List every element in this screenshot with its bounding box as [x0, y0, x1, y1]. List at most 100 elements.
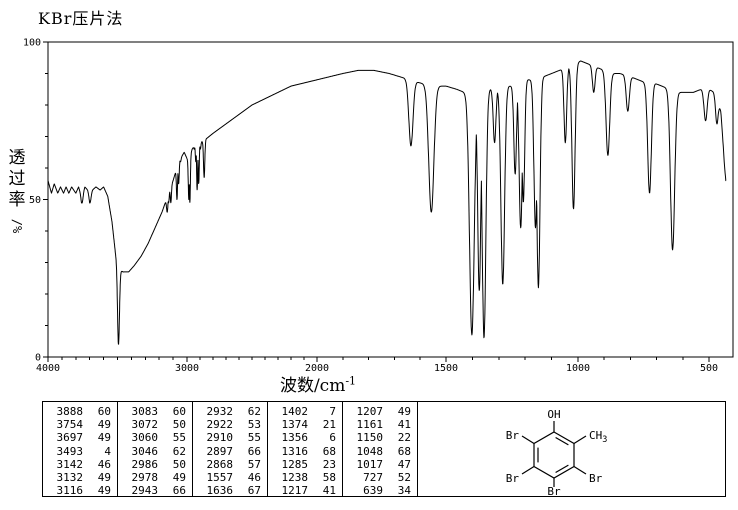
peak-wavenumber: 3142: [56, 457, 84, 471]
peak-transmittance: 62: [247, 405, 261, 418]
peak-wavenumber: 1217: [281, 484, 309, 498]
peak-wavenumber: 1161: [356, 418, 384, 432]
peak-transmittance: 6: [329, 431, 336, 445]
peak-row: 1217 41: [274, 484, 337, 498]
bromo-label-2: Br: [506, 472, 520, 485]
peak-transmittance: 58: [322, 471, 336, 485]
peak-row: 3142 46: [49, 457, 112, 471]
hydroxyl-label: OH: [547, 408, 560, 421]
peak-row: 3083 60: [124, 405, 187, 418]
peak-wavenumber: 1048: [356, 444, 384, 458]
peak-transmittance: 49: [97, 431, 111, 445]
peak-row: 1238 58: [274, 471, 337, 485]
peak-transmittance: 46: [97, 457, 111, 471]
peak-row: 3046 62: [124, 444, 187, 458]
peak-wavenumber: 1238: [281, 471, 309, 485]
y-tick-label: 50: [29, 195, 41, 206]
peak-row: 2897 66: [199, 444, 262, 458]
peak-row: 2910 55: [199, 431, 262, 444]
double-bond: [555, 464, 569, 474]
peak-row: 2978 49: [124, 471, 187, 485]
peak-wavenumber: 2943: [131, 484, 159, 498]
peak-row: 3888 60: [49, 405, 112, 418]
peak-transmittance: 50: [172, 418, 186, 432]
peak-row: 3060 55: [124, 431, 187, 444]
peak-transmittance: 49: [172, 471, 186, 485]
double-bond: [555, 436, 569, 446]
peak-row: 2943 66: [124, 484, 187, 498]
peak-row: 3132 49: [49, 471, 112, 485]
peak-row: 3754 49: [49, 418, 112, 431]
peak-transmittance: 68: [397, 444, 411, 458]
peak-row: 1557 46: [199, 471, 262, 485]
peak-wavenumber: 1374: [281, 418, 309, 432]
peak-transmittance: 23: [322, 457, 336, 471]
peak-wavenumber: 1636: [206, 484, 234, 498]
peak-transmittance: 52: [397, 471, 411, 485]
peak-transmittance: 57: [247, 457, 261, 471]
chart-title: KBr压片法: [38, 9, 124, 28]
peak-transmittance: 50: [172, 457, 186, 471]
peak-wavenumber: 2986: [131, 457, 159, 471]
y-tick-label: 0: [35, 353, 41, 364]
x-axis-title-text: 波数/cm: [279, 376, 346, 396]
peak-row: 639 34: [349, 484, 411, 497]
peak-row: 3072 50: [124, 418, 187, 432]
peak-transmittance: 60: [172, 405, 186, 418]
peak-row: 1285 23: [274, 457, 337, 471]
peak-row: 3493 4: [49, 444, 112, 458]
bond-methyl: [573, 435, 587, 445]
bond-bromo-2: [521, 465, 535, 475]
peak-wavenumber: 1150: [356, 431, 384, 445]
peak-wavenumber: 1285: [281, 457, 309, 471]
peak-row: 2868 57: [199, 457, 262, 471]
bond-bromo-1: [521, 435, 535, 445]
bromo-label-4: Br: [589, 472, 603, 485]
peak-transmittance: 49: [397, 405, 411, 418]
x-tick-label: 2000: [305, 363, 329, 374]
peak-wavenumber: 2932: [206, 405, 234, 418]
peak-wavenumber: 3083: [131, 405, 159, 418]
molecule-structure: OH CH3 Br Br Br Br: [418, 402, 727, 498]
methyl-label-main: CH: [589, 429, 602, 442]
peak-transmittance: 41: [397, 418, 411, 432]
peak-row: 1161 41: [349, 418, 412, 432]
peak-row: 1374 21: [274, 418, 337, 432]
peak-transmittance: 66: [247, 444, 261, 458]
peak-table-column: 1207 49 1161 41 1150 22 1048 68 1017 47 727 52 639 34: [343, 402, 418, 497]
x-tick-label: 1500: [434, 363, 458, 374]
peak-wavenumber: 1557: [206, 471, 234, 485]
molecule-drawing: OH CH3 Br Br Br Br: [506, 408, 608, 498]
y-axis-title-text: 透过率: [8, 148, 26, 210]
peak-transmittance: 66: [172, 484, 186, 498]
x-tick-label: 500: [700, 363, 718, 374]
peak-row: 1402 7: [274, 405, 337, 418]
peak-wavenumber: 639: [363, 484, 383, 498]
peak-transmittance: 49: [97, 471, 111, 485]
peak-row: 727 52: [349, 471, 411, 484]
peak-row: 1048 68: [349, 444, 412, 458]
peak-wavenumber: 2922: [206, 418, 234, 432]
peak-wavenumber: 2978: [131, 471, 159, 485]
peak-wavenumber: 2897: [206, 444, 234, 458]
x-axis-title: 波数/cm-1: [238, 371, 398, 396]
peak-row: 1636 67: [199, 484, 262, 498]
peak-wavenumber: 1316: [281, 444, 309, 458]
peak-row: 2932 62: [199, 405, 262, 418]
y-axis-title: 透过率 /%: [6, 148, 28, 233]
peak-table: 3888 60 3754 49 3697 49 3493 4 3142 46 3132 49 3116 4…: [43, 402, 418, 498]
peak-row: 1356 6: [274, 431, 337, 445]
peak-row: 2922 53: [199, 418, 262, 432]
peak-transmittance: 62: [172, 444, 186, 458]
peak-transmittance: 60: [97, 405, 111, 418]
bromo-label-3: Br: [547, 485, 561, 496]
peak-transmittance: 22: [397, 431, 411, 445]
peak-wavenumber: 3888: [56, 405, 84, 418]
peak-wavenumber: 3046: [131, 444, 159, 458]
peak-transmittance: 47: [397, 457, 411, 471]
peak-row: 1017 47: [349, 457, 412, 471]
peak-transmittance: 4: [104, 444, 111, 458]
bond-bromo-4: [573, 465, 587, 475]
